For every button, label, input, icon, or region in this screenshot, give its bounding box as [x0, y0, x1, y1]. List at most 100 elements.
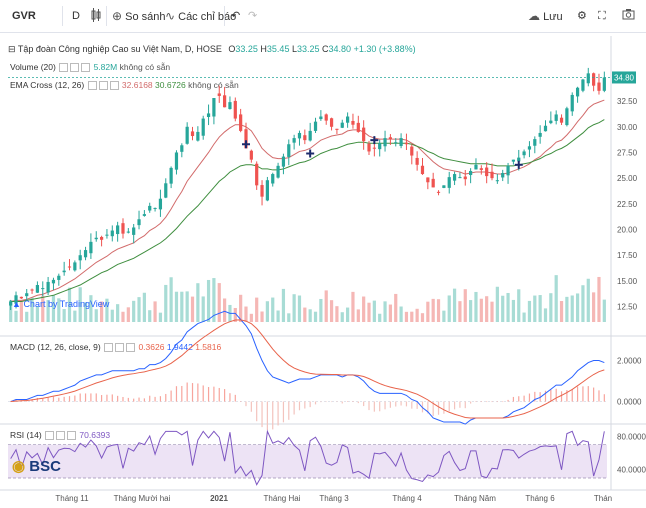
volume-bar	[581, 285, 585, 322]
candle-body	[164, 183, 168, 198]
macd-histogram-bar	[218, 387, 220, 402]
candle-body	[78, 255, 82, 261]
volume-bar	[538, 295, 542, 322]
candle-body	[367, 143, 371, 152]
macd-histogram-bar	[186, 382, 188, 402]
volume-bar	[495, 286, 499, 322]
volume-bar	[559, 301, 564, 322]
ema-legend-name: EMA Cross (12, 26)	[10, 80, 85, 90]
volume-bar	[511, 299, 516, 322]
macd-histogram-bar	[550, 389, 552, 402]
last-price-tag	[612, 71, 636, 84]
time-tick-label: 2021	[210, 494, 228, 503]
volume-bar	[517, 289, 521, 322]
volume-bar	[570, 295, 574, 322]
macd-histogram-bar	[261, 401, 263, 428]
macd-histogram-bar	[191, 383, 194, 402]
undo-icon[interactable]: ↶	[231, 10, 241, 22]
macd-histogram-bar	[213, 386, 215, 402]
legend-eye-icon[interactable]	[104, 343, 114, 353]
macd-histogram-bar	[68, 396, 71, 402]
save-button[interactable]: ☁ Lưu	[528, 8, 563, 25]
macd-histogram-bar	[480, 401, 482, 403]
macd-histogram-bar	[202, 385, 204, 402]
candle-body	[25, 293, 29, 297]
candle-body	[174, 152, 179, 170]
collapse-icon[interactable]: ⊟	[8, 44, 16, 54]
price-tick-label: 17.50	[617, 251, 638, 260]
candle-body	[41, 288, 45, 290]
macd-histogram-bar	[341, 401, 343, 404]
price-tick-label: 22.50	[617, 200, 638, 209]
macd-histogram-bar	[117, 395, 119, 402]
volume-bar	[46, 300, 50, 322]
volume-bar	[116, 304, 120, 322]
settings-icon[interactable]: ⚙	[577, 10, 587, 22]
candle-body	[351, 120, 355, 125]
macd-histogram-bar	[437, 401, 440, 415]
gridlines	[0, 36, 646, 491]
symbol-search[interactable]: GVR	[12, 10, 36, 22]
legend-settings-icon[interactable]	[56, 431, 66, 441]
time-tick-label: Tháng 3	[319, 494, 349, 503]
legend-close-icon[interactable]	[126, 343, 136, 353]
last-price-label: 34.80	[614, 73, 635, 82]
macd-line-value: 1.9442	[166, 342, 193, 352]
macd-histogram-bar	[330, 401, 333, 403]
candle-body	[271, 174, 275, 184]
volume-bar	[351, 291, 355, 322]
macd-signal-line	[10, 319, 605, 419]
macd-histogram-bar	[576, 386, 579, 402]
volume-bar	[206, 279, 211, 322]
macd-histogram-bar	[266, 401, 268, 431]
interval-button[interactable]: D	[72, 10, 80, 22]
ohlc-open: O33.25	[228, 44, 258, 54]
legend-eye-icon[interactable]	[45, 431, 55, 441]
macd-histogram-bar	[320, 401, 322, 403]
rsi-legend: RSI (14) 70.6393	[10, 430, 110, 441]
macd-histogram-bar	[432, 401, 434, 417]
candle-body	[126, 231, 130, 233]
toolbar: GVR D ⊕ So sánh ∿ Các chỉ báo ↶ ↷ ☁ Lưu …	[0, 0, 646, 33]
legend-settings-icon[interactable]	[115, 343, 125, 353]
macd-histogram-bar	[282, 401, 285, 423]
legend-close-icon[interactable]	[81, 63, 91, 73]
legend-settings-icon[interactable]	[98, 81, 108, 91]
candle-body	[233, 100, 237, 119]
legend-settings-icon[interactable]	[70, 63, 80, 73]
volume-bar	[126, 307, 130, 322]
legend-close-icon[interactable]	[67, 431, 77, 441]
volume-bar	[121, 311, 125, 322]
volume-bar	[308, 309, 312, 322]
volume-bar	[426, 301, 430, 322]
candle-body	[142, 214, 146, 216]
camera-icon[interactable]	[622, 8, 635, 25]
volume-bar	[265, 301, 269, 322]
volume-bar	[575, 293, 580, 322]
volume-bar	[180, 291, 184, 322]
volume-bar	[83, 302, 88, 322]
macd-histogram-bar	[36, 397, 39, 402]
legend-eye-icon[interactable]	[59, 63, 69, 73]
redo-icon[interactable]: ↷	[248, 10, 258, 22]
volume-bar	[9, 300, 13, 322]
macd-histogram-bar	[95, 393, 97, 402]
legend-close-icon[interactable]	[109, 81, 119, 91]
macd-histogram-bar	[154, 396, 156, 402]
indicators-button[interactable]: ∿ Các chỉ báo	[165, 8, 236, 25]
fullscreen-icon[interactable]: ⛶	[598, 10, 606, 22]
candle-icon[interactable]	[90, 8, 102, 27]
legend-eye-icon[interactable]	[87, 81, 97, 91]
macd-histogram-bar	[106, 394, 108, 402]
volume-bar	[94, 309, 98, 322]
volume-bar	[367, 302, 371, 322]
tradingview-watermark[interactable]: ▲ Chart by TradingView	[12, 299, 110, 309]
volume-bar	[442, 310, 446, 322]
macd-histogram-bar	[165, 393, 167, 402]
bsc-logo-icon: ◉	[12, 458, 26, 475]
candle-body	[244, 129, 248, 149]
time-tick-label: Tháng Hai	[264, 494, 301, 503]
compare-button[interactable]: ⊕ So sánh	[112, 8, 166, 25]
cloud-icon: ☁	[528, 9, 540, 23]
